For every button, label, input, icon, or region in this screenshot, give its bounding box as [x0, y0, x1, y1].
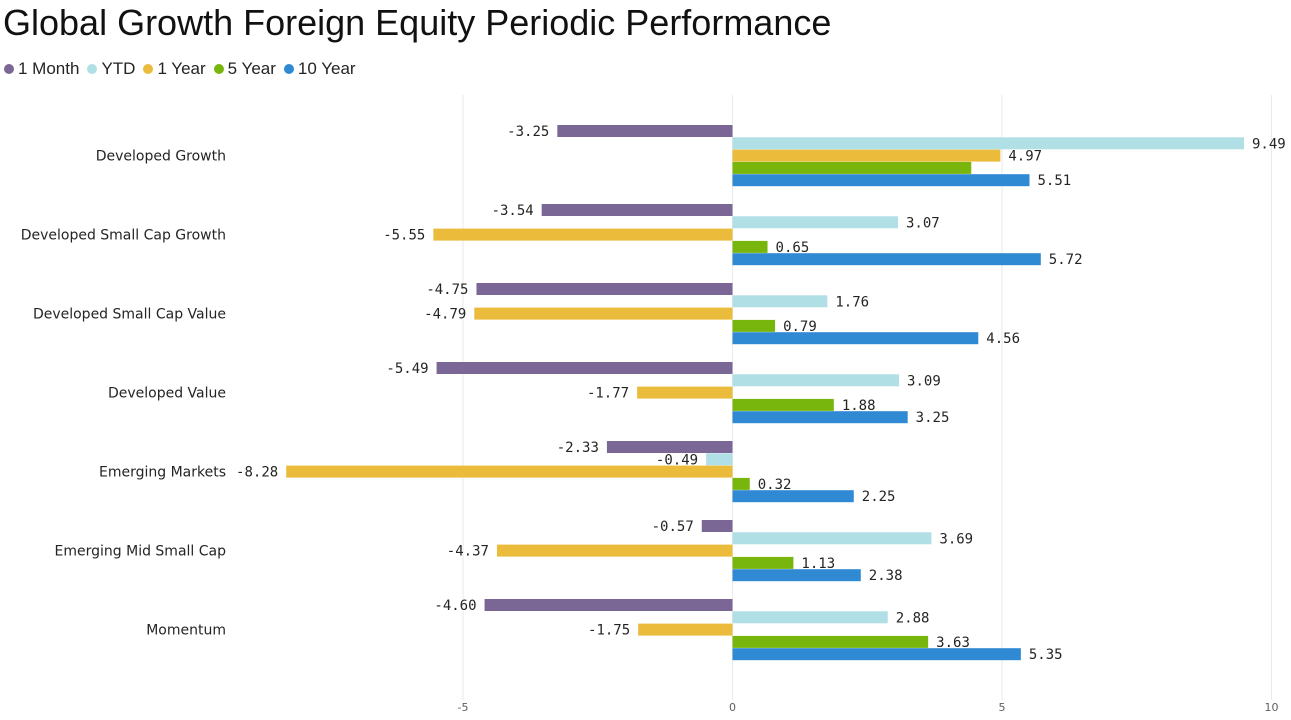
- data-label: 1.88: [842, 398, 876, 414]
- legend-label-10-year: 10 Year: [297, 59, 356, 78]
- bar: [286, 465, 733, 478]
- bar: [732, 490, 854, 503]
- bar: [706, 453, 733, 466]
- data-label: -3.25: [507, 124, 549, 140]
- legend-marker-1-month: [4, 64, 14, 74]
- bar: [637, 386, 733, 399]
- legend-label-1-month: 1 Month: [18, 59, 80, 78]
- legend-label-1-year: 1 Year: [157, 59, 206, 78]
- bar: [433, 228, 733, 241]
- legend-item-10-year[interactable]: 10 Year: [283, 59, 356, 79]
- bar: [732, 398, 834, 411]
- data-label: 2.38: [869, 568, 903, 584]
- bar: [732, 295, 828, 308]
- bar: [732, 635, 929, 648]
- bar: [606, 441, 733, 453]
- x-tick-label: -5: [458, 701, 469, 714]
- legend-label-ytd: YTD: [101, 59, 136, 78]
- bar: [638, 623, 733, 636]
- data-label: -8.28: [236, 465, 278, 481]
- bar: [732, 149, 1001, 162]
- data-label: -4.75: [426, 282, 468, 298]
- bar: [732, 569, 861, 582]
- data-label: -1.77: [587, 386, 629, 402]
- data-label: 3.63: [936, 635, 970, 651]
- data-label: -5.55: [383, 228, 425, 244]
- bar: [732, 240, 768, 253]
- data-label: 4.97: [1008, 149, 1042, 165]
- bar: [732, 174, 1030, 187]
- legend-marker-5-year: [213, 64, 224, 74]
- data-label: 5.35: [1029, 647, 1063, 663]
- bar: [541, 204, 733, 216]
- data-label: -0.49: [656, 452, 698, 468]
- legend-marker-10-year: [283, 64, 294, 74]
- data-label: -4.37: [447, 544, 489, 560]
- bar: [474, 307, 733, 320]
- legend: 1 Month YTD 1 Year 5 Year 10 Year: [4, 58, 364, 80]
- data-label: 2.25: [862, 489, 896, 505]
- bar: [732, 532, 932, 545]
- data-label: -4.79: [424, 307, 466, 323]
- data-label: 1.76: [835, 294, 869, 310]
- x-tick-label: 10: [1265, 701, 1279, 714]
- data-label: -5.49: [386, 361, 428, 377]
- data-label: 3.07: [906, 215, 940, 231]
- data-label: -2.33: [557, 440, 599, 456]
- bar: [732, 648, 1021, 661]
- data-label: 0.65: [776, 240, 810, 256]
- bar: [484, 599, 733, 611]
- x-tick-label: 0: [729, 701, 736, 714]
- bar: [732, 137, 1245, 150]
- data-label: -3.54: [492, 203, 534, 219]
- category-label: Developed Growth: [96, 149, 226, 165]
- data-label: 2.88: [896, 610, 930, 626]
- bar: [732, 374, 900, 387]
- legend-item-ytd[interactable]: YTD: [87, 59, 135, 79]
- data-label: 0.32: [758, 477, 792, 493]
- category-label: Emerging Markets: [99, 465, 226, 481]
- category-label: Developed Small Cap Value: [33, 307, 226, 323]
- bar: [732, 556, 794, 569]
- data-label: -1.75: [588, 623, 630, 639]
- bar: [732, 253, 1041, 266]
- bar: [732, 216, 898, 229]
- bar: [496, 544, 733, 557]
- data-label: 5.51: [1037, 173, 1071, 189]
- legend-item-1-month[interactable]: 1 Month: [4, 59, 79, 79]
- bar: [701, 520, 733, 532]
- bar: [732, 477, 750, 490]
- category-label: Developed Value: [108, 386, 226, 402]
- data-label: 3.09: [907, 373, 941, 389]
- data-label: 3.25: [916, 410, 950, 426]
- data-label: 9.49: [1252, 136, 1286, 152]
- data-label: -4.60: [434, 598, 476, 614]
- bar: [732, 332, 979, 345]
- bar: [436, 362, 733, 374]
- data-label: -0.57: [652, 519, 694, 535]
- data-label: 3.69: [939, 531, 973, 547]
- bar: [732, 611, 888, 624]
- data-label: 4.56: [986, 331, 1020, 347]
- category-label: Emerging Mid Small Cap: [55, 544, 227, 560]
- data-label: 5.72: [1049, 252, 1083, 268]
- bar: [732, 161, 972, 174]
- data-label: 0.79: [783, 319, 817, 335]
- data-label: 1.13: [801, 556, 835, 572]
- legend-item-5-year[interactable]: 5 Year: [213, 59, 276, 79]
- legend-marker-1-year: [143, 64, 154, 74]
- legend-item-1-year[interactable]: 1 Year: [143, 59, 206, 79]
- category-label: Developed Small Cap Growth: [21, 228, 226, 244]
- chart-title: Global Growth Foreign Equity Periodic Pe…: [3, 2, 832, 43]
- bar: [732, 319, 776, 332]
- bar: [557, 125, 733, 137]
- legend-marker-ytd: [87, 64, 98, 74]
- bar: [476, 283, 733, 295]
- x-tick-label: 5: [999, 701, 1006, 714]
- legend-label-5-year: 5 Year: [227, 59, 276, 78]
- bar: [732, 411, 908, 424]
- category-label: Momentum: [146, 623, 226, 639]
